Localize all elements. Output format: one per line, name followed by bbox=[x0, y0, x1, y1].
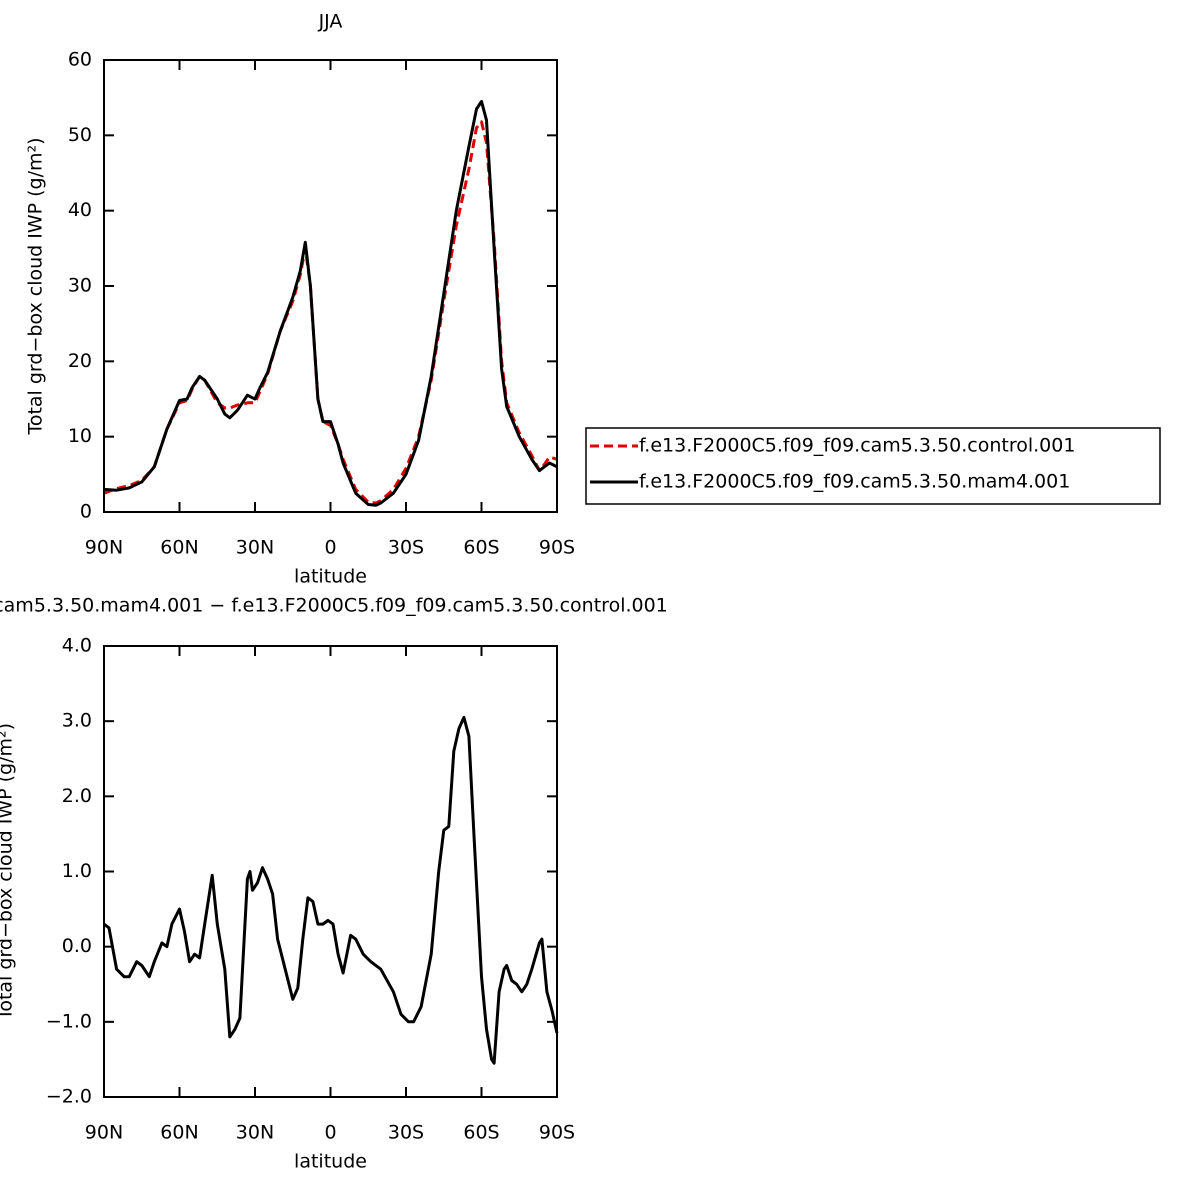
x-tick-label: 30N bbox=[236, 1122, 274, 1144]
plot-frame bbox=[103, 645, 558, 1098]
y-axis-label: Total grd−box cloud IWP (g/m²) bbox=[25, 137, 47, 435]
plot-frame bbox=[103, 59, 558, 513]
x-tick-label: 90N bbox=[85, 1122, 123, 1144]
y-tick-label: 4.0 bbox=[62, 635, 92, 657]
legend-label: f.e13.F2000C5.f09_f09.cam5.3.50.control.… bbox=[639, 435, 1075, 457]
y-tick-label: 0 bbox=[80, 501, 92, 523]
x-tick-label: 90S bbox=[539, 537, 575, 559]
y-tick-label: 3.0 bbox=[62, 710, 92, 732]
x-tick-label: 30S bbox=[388, 1122, 424, 1144]
x-tick-label: 0 bbox=[324, 537, 336, 559]
chart-title: JJA bbox=[318, 11, 343, 33]
y-tick-label: 50 bbox=[68, 124, 92, 146]
x-tick-label: 60S bbox=[463, 537, 499, 559]
x-tick-label: 60S bbox=[463, 1122, 499, 1144]
legend-label: f.e13.F2000C5.f09_f09.cam5.3.50.mam4.001 bbox=[639, 471, 1070, 493]
y-tick-label: −2.0 bbox=[46, 1086, 92, 1108]
x-tick-label: 0 bbox=[324, 1122, 336, 1144]
x-axis-label: latitude bbox=[294, 566, 367, 588]
legend-box bbox=[585, 427, 1161, 505]
y-tick-label: 20 bbox=[68, 350, 92, 372]
x-tick-label: 60N bbox=[160, 1122, 198, 1144]
y-tick-label: 30 bbox=[68, 275, 92, 297]
y-tick-label: 0.0 bbox=[62, 935, 92, 957]
y-tick-label: 1.0 bbox=[62, 860, 92, 882]
y-tick-label: 2.0 bbox=[62, 785, 92, 807]
y-tick-label: 40 bbox=[68, 199, 92, 221]
x-axis-label: latitude bbox=[294, 1151, 367, 1173]
series-line bbox=[103, 715, 559, 1065]
x-tick-label: 30S bbox=[388, 537, 424, 559]
y-tick-label: 60 bbox=[68, 49, 92, 71]
y-tick-label: 10 bbox=[68, 425, 92, 447]
x-tick-label: 60N bbox=[160, 537, 198, 559]
series-line bbox=[103, 99, 558, 507]
x-tick-label: 90S bbox=[539, 1122, 575, 1144]
x-tick-label: 90N bbox=[85, 537, 123, 559]
x-tick-label: 30N bbox=[236, 537, 274, 559]
chart-title: cam5.3.50.mam4.001 − f.e13.F2000C5.f09_f… bbox=[0, 595, 668, 617]
y-tick-label: −1.0 bbox=[46, 1010, 92, 1032]
y-axis-label: Total grd−box cloud IWP (g/m²) bbox=[0, 723, 17, 1021]
